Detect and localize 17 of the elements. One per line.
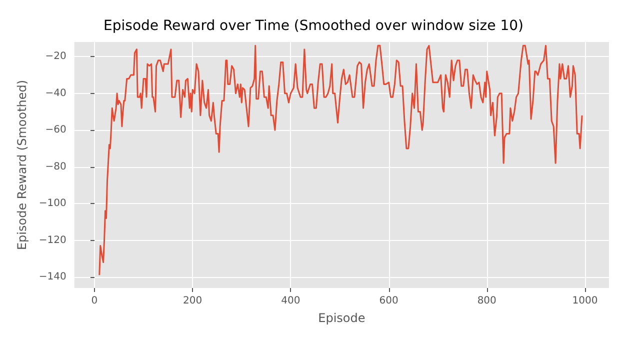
y-tick-label: −120 (38, 234, 66, 246)
y-tick-label: −20 (45, 51, 66, 62)
x-tick-label: 800 (477, 296, 496, 306)
chart-title: Episode Reward over Time (Smoothed over window size 10) (104, 18, 524, 34)
x-tick-label: 200 (183, 296, 202, 306)
y-tick-label: −140 (38, 271, 66, 282)
x-tick-label: 600 (379, 296, 398, 306)
x-tick-label: 1000 (572, 296, 598, 306)
x-tick-label: 0 (91, 296, 98, 306)
y-tick-label: −80 (45, 161, 66, 172)
y-tick-label: −60 (45, 124, 66, 136)
x-tick-label: 400 (281, 296, 300, 306)
y-tick-label: −40 (45, 88, 66, 99)
line-series (98, 44, 583, 276)
x-axis-title: Episode (318, 311, 366, 325)
y-tick-label: −100 (38, 198, 66, 210)
y-axis-title: Episode Reward (Smoothed) (15, 80, 29, 250)
